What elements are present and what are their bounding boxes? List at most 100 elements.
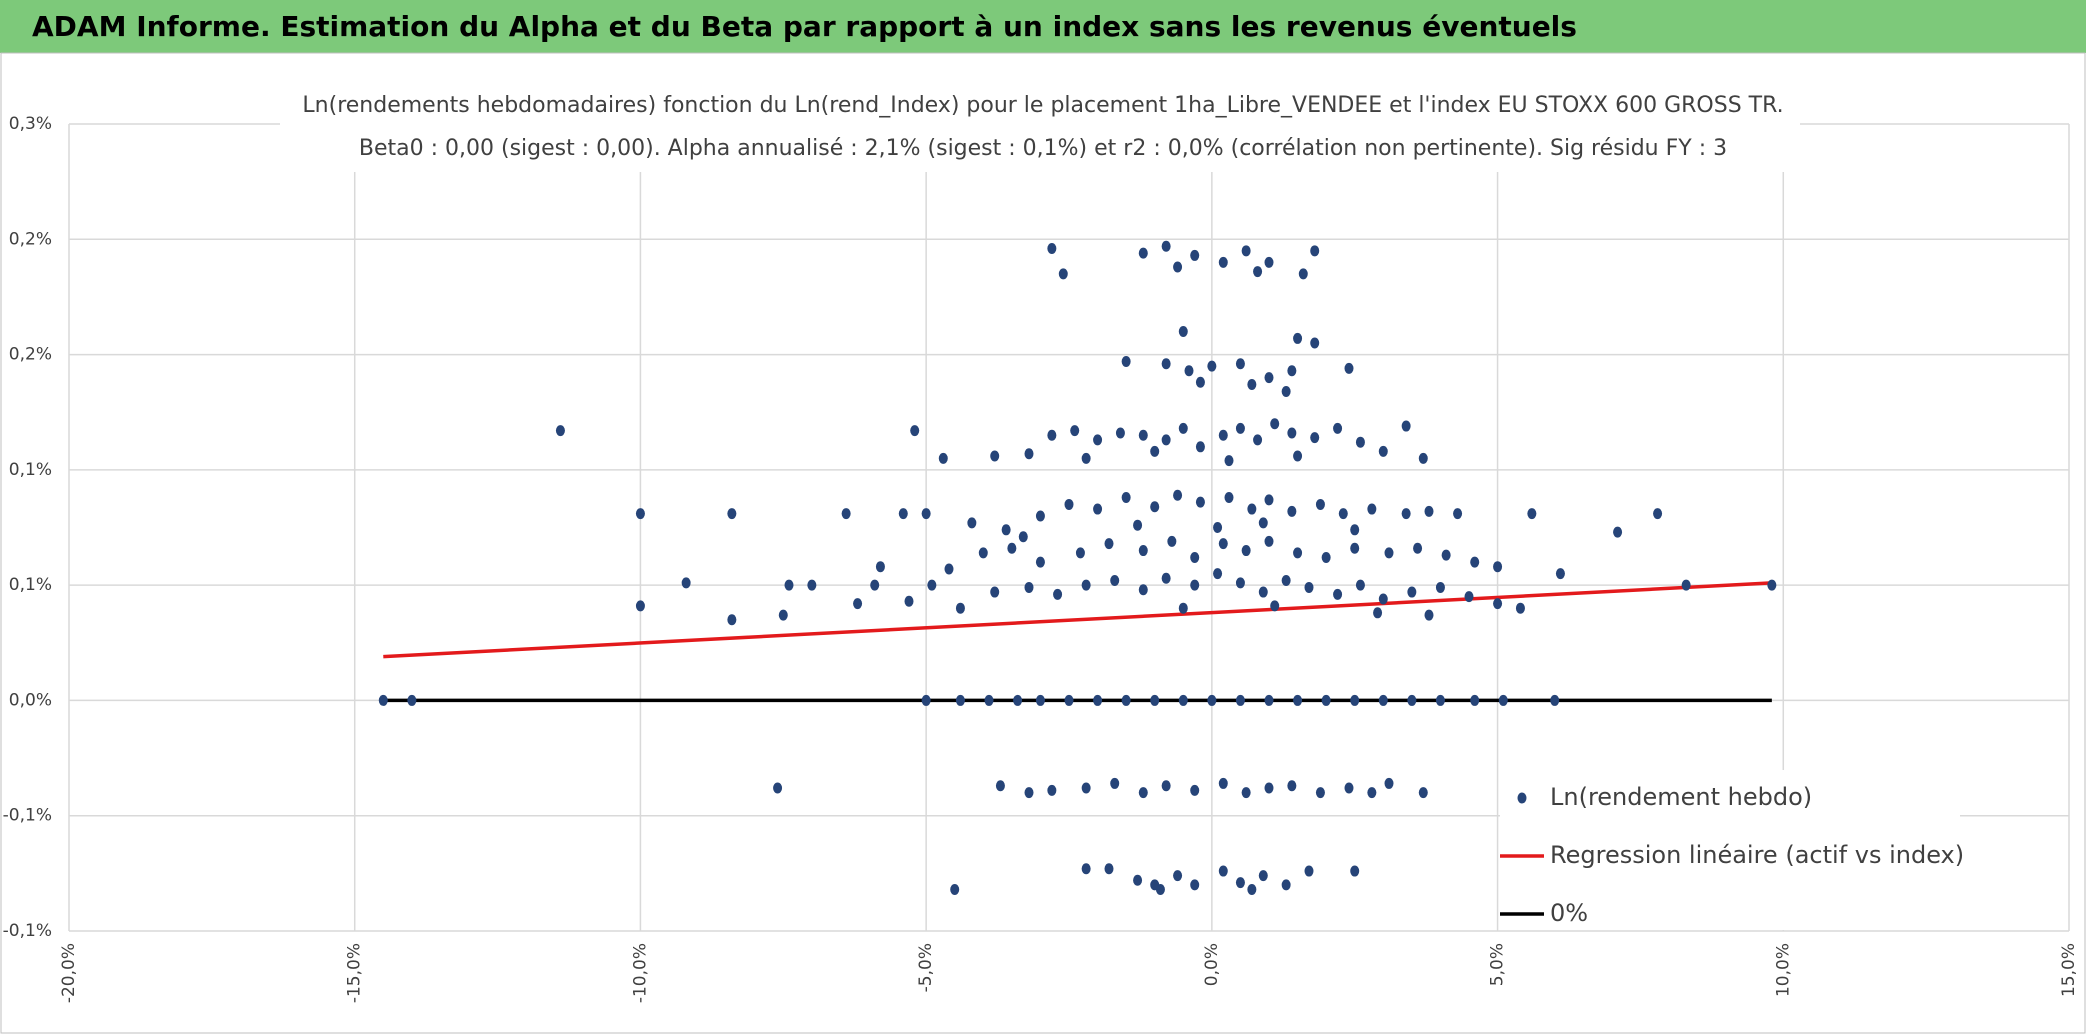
data-point xyxy=(1178,694,1188,706)
data-point xyxy=(1047,429,1057,441)
data-point xyxy=(1081,452,1091,464)
data-point xyxy=(1047,784,1057,796)
data-point xyxy=(1424,505,1434,517)
data-point xyxy=(1378,445,1388,457)
data-point xyxy=(1121,694,1131,706)
data-point xyxy=(1287,365,1297,377)
chart-title: Ln(rendements hebdomadaires) fonction du… xyxy=(302,93,1783,118)
data-point xyxy=(1047,243,1057,255)
data-point xyxy=(1355,436,1365,448)
data-point xyxy=(1350,865,1360,877)
y-tick-label: -0,1% xyxy=(3,806,52,826)
data-point xyxy=(1224,455,1234,467)
data-point xyxy=(1178,422,1188,434)
data-point xyxy=(1350,524,1360,536)
data-point xyxy=(1550,694,1560,706)
data-point xyxy=(378,694,388,706)
y-tick-label: 0,2% xyxy=(9,345,52,365)
data-point xyxy=(1150,694,1160,706)
data-point xyxy=(1333,588,1343,600)
data-point xyxy=(1110,777,1120,789)
data-point xyxy=(1653,508,1663,520)
data-point xyxy=(1178,326,1188,338)
data-point xyxy=(1293,694,1303,706)
data-point xyxy=(1270,600,1280,612)
data-point xyxy=(1035,694,1045,706)
data-point xyxy=(1064,694,1074,706)
data-point xyxy=(1264,494,1274,506)
data-point xyxy=(1138,545,1148,557)
data-point xyxy=(1093,434,1103,446)
data-point xyxy=(1235,358,1245,370)
data-point xyxy=(1024,787,1034,799)
data-point xyxy=(1350,542,1360,554)
data-point xyxy=(1287,505,1297,517)
data-point xyxy=(1053,588,1063,600)
data-point xyxy=(1384,777,1394,789)
data-point xyxy=(1213,522,1223,533)
data-point xyxy=(1344,362,1354,374)
data-point xyxy=(1293,547,1303,559)
data-point xyxy=(1190,579,1200,591)
data-point xyxy=(1613,526,1623,538)
data-point xyxy=(1515,602,1525,614)
data-point xyxy=(1338,508,1348,520)
data-point xyxy=(1093,503,1103,515)
data-point xyxy=(1264,694,1274,706)
data-point xyxy=(555,425,565,437)
data-point xyxy=(990,586,1000,598)
data-point xyxy=(1253,434,1263,446)
data-point xyxy=(1195,441,1205,453)
data-point xyxy=(1218,429,1228,441)
data-point xyxy=(1110,575,1120,587)
data-point xyxy=(1167,535,1177,547)
data-point xyxy=(1218,777,1228,789)
legend-label: Ln(rendement hebdo) xyxy=(1550,783,1812,811)
data-point xyxy=(1401,420,1411,432)
data-point xyxy=(1470,694,1480,706)
x-tick-label: -10,0% xyxy=(630,943,650,1003)
data-point xyxy=(1064,498,1074,510)
data-point xyxy=(898,508,908,520)
data-point xyxy=(1493,561,1503,573)
data-point xyxy=(1235,422,1245,434)
data-point xyxy=(1498,694,1508,706)
data-point xyxy=(1493,598,1503,610)
data-point xyxy=(944,563,954,575)
chart: -0,1% -0,1% 0,0% 0,1% 0,1% 0,2% 0,2% 0,3% -20,0%… xyxy=(3,86,2079,1003)
data-point xyxy=(1453,508,1463,520)
data-point xyxy=(910,425,920,437)
data-point xyxy=(1178,602,1188,614)
data-point xyxy=(921,508,931,520)
data-point xyxy=(995,780,1005,792)
y-tick-label: 0,1% xyxy=(9,460,52,480)
data-point xyxy=(1298,268,1308,280)
data-point xyxy=(1293,332,1303,344)
data-point xyxy=(1133,519,1143,531)
data-point xyxy=(1190,249,1200,261)
data-point xyxy=(1333,422,1343,434)
data-point xyxy=(1184,365,1194,377)
data-point xyxy=(1304,865,1314,877)
data-point xyxy=(635,508,645,520)
data-point xyxy=(778,609,788,621)
data-point xyxy=(1281,575,1291,587)
data-point xyxy=(1235,694,1245,706)
data-point xyxy=(875,561,885,573)
data-point xyxy=(1287,427,1297,439)
data-point xyxy=(1441,549,1451,561)
data-point xyxy=(1218,865,1228,877)
data-point xyxy=(1350,694,1360,706)
data-point xyxy=(1235,577,1245,589)
x-tick-label: -5,0% xyxy=(916,943,936,992)
x-tick-label: 0,0% xyxy=(1202,943,1222,986)
data-point xyxy=(1413,542,1423,554)
data-point xyxy=(1081,579,1091,591)
data-point xyxy=(1435,581,1445,593)
data-point xyxy=(1207,694,1217,706)
data-point xyxy=(984,694,994,706)
data-point xyxy=(1173,870,1183,882)
data-point xyxy=(727,614,737,626)
data-point xyxy=(955,694,965,706)
